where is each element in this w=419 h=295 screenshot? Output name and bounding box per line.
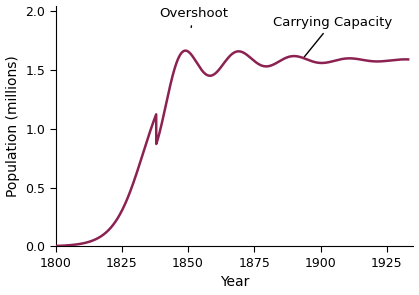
Text: Overshoot: Overshoot	[159, 7, 228, 27]
Text: Carrying Capacity: Carrying Capacity	[273, 16, 392, 58]
Y-axis label: Population (millions): Population (millions)	[5, 55, 20, 197]
X-axis label: Year: Year	[220, 276, 249, 289]
